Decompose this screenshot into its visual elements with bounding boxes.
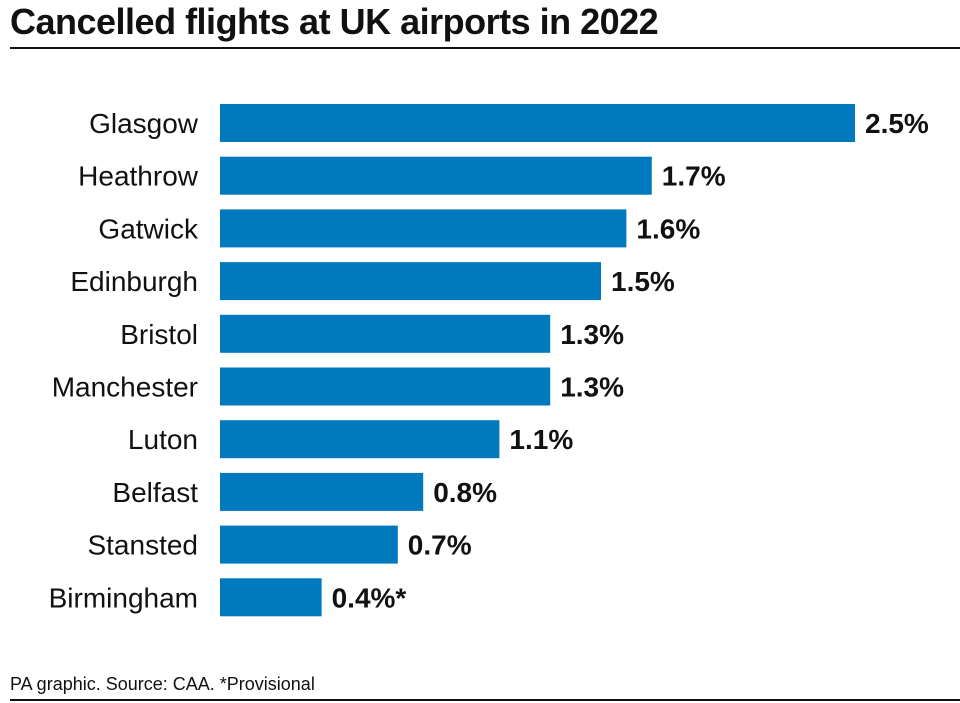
bar-birmingham	[220, 578, 322, 617]
bar-gatwick	[220, 209, 627, 248]
category-label-edinburgh: Edinburgh	[70, 266, 198, 297]
category-label-heathrow: Heathrow	[78, 161, 199, 192]
value-label-belfast: 0.8%	[433, 477, 497, 508]
chart-title: Cancelled flights at UK airports in 2022	[10, 1, 659, 42]
value-label-edinburgh: 1.5%	[611, 266, 675, 297]
value-label-heathrow: 1.7%	[662, 161, 726, 192]
footer-divider	[10, 699, 960, 701]
value-label-luton: 1.1%	[509, 424, 573, 455]
source-note: PA graphic. Source: CAA. *Provisional	[10, 674, 315, 694]
bar-bristol	[220, 314, 551, 353]
bar-edinburgh	[220, 262, 601, 301]
category-label-gatwick: Gatwick	[98, 213, 199, 244]
bar-manchester	[220, 367, 551, 406]
bar-heathrow	[220, 156, 652, 195]
category-label-belfast: Belfast	[112, 477, 198, 508]
value-label-birmingham: 0.4%*	[332, 582, 407, 613]
category-label-glasgow: Glasgow	[89, 108, 199, 139]
bar-chart: Glasgow 2.5% Heathrow 1.7% Gatwick 1.6% Edinbu…	[49, 104, 929, 617]
title-divider	[10, 47, 960, 49]
value-label-manchester: 1.3%	[560, 372, 624, 403]
category-label-bristol: Bristol	[120, 319, 198, 350]
category-label-luton: Luton	[128, 424, 198, 455]
category-label-stansted: Stansted	[87, 530, 198, 561]
bar-belfast	[220, 472, 424, 511]
value-label-stansted: 0.7%	[408, 530, 472, 561]
category-label-birmingham: Birmingham	[49, 582, 198, 613]
bar-glasgow	[220, 104, 855, 142]
value-label-glasgow: 2.5%	[865, 108, 929, 139]
bar-stansted	[220, 525, 398, 564]
value-label-gatwick: 1.6%	[636, 213, 700, 244]
bar-luton	[220, 420, 500, 459]
value-label-bristol: 1.3%	[560, 319, 624, 350]
category-label-manchester: Manchester	[52, 372, 198, 403]
